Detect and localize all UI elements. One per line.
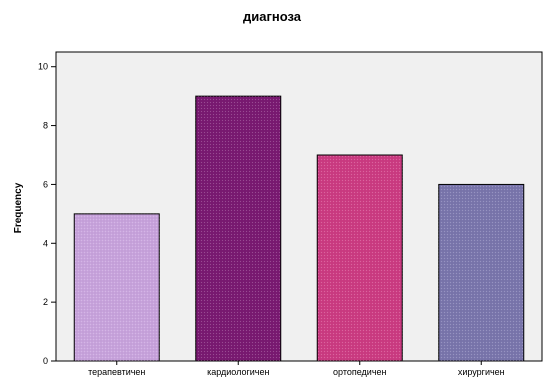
y-axis-label: Frequency: [13, 182, 24, 233]
y-tick-label: 8: [43, 121, 48, 131]
chart-title: диагноза: [243, 9, 302, 24]
x-tick-label: хирургичен: [458, 367, 505, 377]
y-axis: 0 2 4 6 8 10: [38, 62, 56, 366]
x-tick-label: ортопедичен: [333, 367, 386, 377]
bar-texture: [195, 96, 281, 362]
bars-group: [73, 95, 525, 362]
y-tick-label: 4: [43, 238, 48, 248]
bar-texture: [438, 184, 524, 361]
y-tick-label: 0: [43, 356, 48, 366]
x-tick-label: терапевтичен: [88, 367, 145, 377]
x-axis: терапевтичен кардиологичен ортопедичен хиру…: [88, 361, 505, 377]
bar-texture: [74, 213, 160, 361]
y-tick-label: 6: [43, 179, 48, 189]
y-tick-label: 10: [38, 62, 48, 72]
y-tick-label: 2: [43, 297, 48, 307]
x-tick-label: кардиологичен: [207, 367, 269, 377]
bar-texture: [317, 155, 403, 361]
